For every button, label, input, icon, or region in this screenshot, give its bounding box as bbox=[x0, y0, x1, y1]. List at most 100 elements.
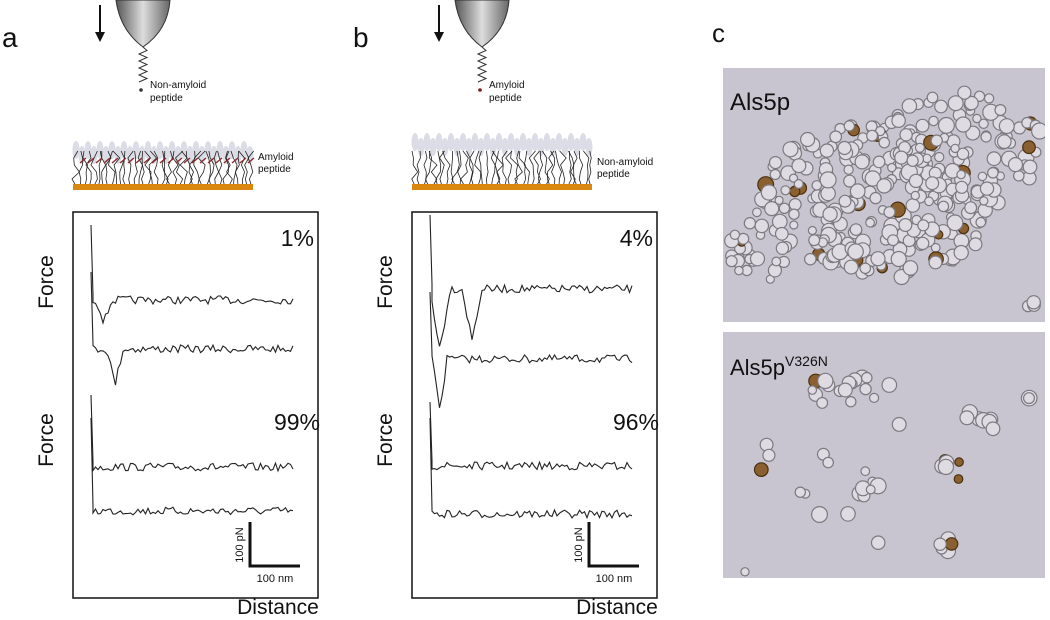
amyloid-mark bbox=[175, 157, 183, 164]
cell bbox=[789, 220, 799, 230]
cell bbox=[816, 396, 829, 409]
amyloid-mark bbox=[79, 157, 87, 164]
cell bbox=[819, 171, 837, 189]
amyloid-mark bbox=[95, 157, 103, 164]
surface-label: Amyloid bbox=[258, 152, 294, 163]
amyloid-mark bbox=[247, 157, 255, 164]
brush-chain bbox=[119, 150, 125, 187]
cell bbox=[944, 537, 959, 551]
force-trace bbox=[429, 214, 633, 347]
brush-chain bbox=[161, 150, 169, 187]
cell bbox=[870, 251, 886, 267]
probe-label: peptide bbox=[150, 93, 183, 104]
glycan bbox=[507, 133, 515, 151]
amyloid-mark bbox=[167, 157, 175, 164]
cell bbox=[937, 116, 955, 134]
cell bbox=[934, 99, 948, 114]
cell bbox=[788, 173, 799, 183]
cell bbox=[840, 506, 856, 522]
brush-chain bbox=[469, 150, 475, 187]
cell bbox=[837, 140, 852, 156]
cell bbox=[883, 206, 896, 219]
cell bbox=[729, 229, 741, 240]
cell bbox=[887, 162, 897, 173]
brush-chain bbox=[457, 150, 462, 187]
brush-chain bbox=[550, 150, 556, 187]
arrow-head bbox=[95, 32, 105, 42]
cell bbox=[983, 93, 995, 104]
brush-chain bbox=[411, 150, 419, 187]
cell bbox=[979, 181, 995, 196]
brush-chain bbox=[85, 150, 92, 187]
probe-label: peptide bbox=[489, 93, 522, 104]
cell bbox=[803, 252, 817, 266]
cell bbox=[975, 216, 987, 228]
brush-chain bbox=[466, 150, 473, 187]
brush-chain bbox=[501, 150, 508, 187]
scale-y: 100 pN bbox=[573, 527, 585, 563]
cell bbox=[928, 255, 943, 270]
cell bbox=[860, 466, 871, 477]
glycan bbox=[120, 141, 128, 159]
cell bbox=[968, 237, 983, 252]
cell bbox=[894, 150, 909, 165]
cell bbox=[891, 416, 907, 432]
brush-chain bbox=[108, 150, 116, 187]
amyloid-mark bbox=[183, 157, 191, 164]
brush-chain bbox=[478, 150, 483, 187]
cell bbox=[946, 214, 964, 232]
cell bbox=[901, 98, 918, 114]
cell bbox=[865, 484, 876, 495]
cell bbox=[1026, 295, 1041, 310]
cell bbox=[1007, 157, 1024, 173]
glycan bbox=[561, 138, 569, 156]
brush-chain bbox=[112, 150, 121, 187]
brush-chain bbox=[490, 150, 496, 187]
micrograph bbox=[723, 68, 1045, 322]
amyloid-mark bbox=[103, 157, 111, 164]
cell bbox=[978, 118, 989, 130]
glycan bbox=[417, 138, 425, 156]
brush-chain bbox=[137, 150, 143, 187]
cell bbox=[980, 131, 992, 143]
amyloid-mark bbox=[111, 157, 119, 164]
cell bbox=[898, 218, 913, 233]
brush-chain bbox=[588, 150, 592, 187]
glycan bbox=[240, 141, 248, 159]
surface-label: peptide bbox=[597, 169, 630, 180]
glycan bbox=[411, 133, 419, 151]
percent: 1% bbox=[281, 225, 314, 251]
glycan bbox=[96, 141, 104, 159]
amyloid-mark bbox=[199, 157, 207, 164]
cell bbox=[987, 167, 999, 179]
brush-chain bbox=[451, 150, 460, 187]
cell bbox=[985, 421, 1001, 437]
amyloid-mark bbox=[87, 157, 95, 164]
cell bbox=[868, 392, 880, 403]
cell bbox=[843, 164, 854, 175]
percent: 99% bbox=[274, 409, 320, 435]
cell bbox=[937, 200, 950, 213]
brush-chain bbox=[161, 150, 166, 187]
brush-chain bbox=[523, 150, 530, 187]
substrate bbox=[412, 184, 592, 190]
brush-chain bbox=[583, 150, 590, 187]
arrow-head bbox=[434, 32, 444, 42]
y-label: Force bbox=[35, 413, 58, 467]
cell bbox=[955, 180, 969, 194]
brush-chain bbox=[247, 150, 254, 187]
cell bbox=[860, 371, 873, 384]
brush-chain bbox=[528, 150, 536, 187]
cell bbox=[807, 225, 818, 236]
percent: 4% bbox=[620, 225, 653, 251]
cell bbox=[775, 241, 790, 255]
force-trace bbox=[90, 417, 294, 516]
glycan bbox=[471, 133, 479, 151]
brush-chain bbox=[578, 150, 584, 187]
image-label: Als5pV326N bbox=[730, 353, 828, 380]
cell bbox=[760, 184, 778, 201]
cell bbox=[1022, 159, 1038, 175]
cell bbox=[847, 243, 864, 260]
glycan bbox=[477, 138, 485, 156]
cell bbox=[886, 234, 899, 247]
